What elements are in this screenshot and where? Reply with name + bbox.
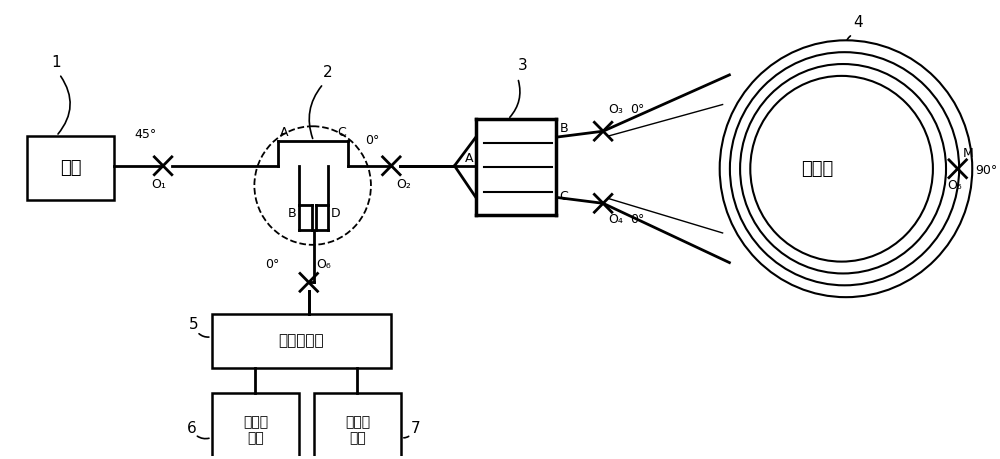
Text: B: B [559,122,568,135]
Text: 0°: 0° [265,257,280,270]
Text: 2: 2 [323,65,333,80]
Text: 45°: 45° [134,128,157,141]
Bar [212,314,391,368]
Text: 第一探
测器: 第一探 测器 [243,415,268,445]
Text: C: C [337,126,346,139]
Bar [212,393,299,459]
Text: A: A [464,152,473,165]
Text: 5: 5 [189,317,199,332]
Text: O₂: O₂ [396,178,411,190]
Text: C: C [559,190,568,203]
Text: O₅: O₅ [947,179,962,191]
Text: 第二探
测器: 第二探 测器 [345,415,370,445]
Text: B: B [288,207,296,220]
Text: D: D [331,207,341,220]
Text: 3: 3 [518,58,527,73]
Text: 0°: 0° [630,213,645,226]
Text: O₄: O₄ [608,213,623,226]
Text: O₁: O₁ [151,178,166,190]
Text: 1: 1 [51,55,61,70]
Text: O₃: O₃ [608,103,623,117]
Text: M: M [963,147,973,160]
Text: 光纤环: 光纤环 [801,160,833,178]
Text: O₆: O₆ [317,257,331,270]
Text: 4: 4 [853,16,862,30]
Text: 光源: 光源 [60,159,82,177]
Bar [27,136,114,201]
Text: 90°: 90° [975,164,997,177]
Text: 0°: 0° [630,103,645,117]
Text: A: A [280,126,288,139]
Text: 偏振分束器: 偏振分束器 [279,334,324,349]
Text: 6: 6 [187,420,197,436]
Text: 7: 7 [411,420,420,436]
Text: 0°: 0° [365,134,379,147]
Bar [314,393,401,459]
